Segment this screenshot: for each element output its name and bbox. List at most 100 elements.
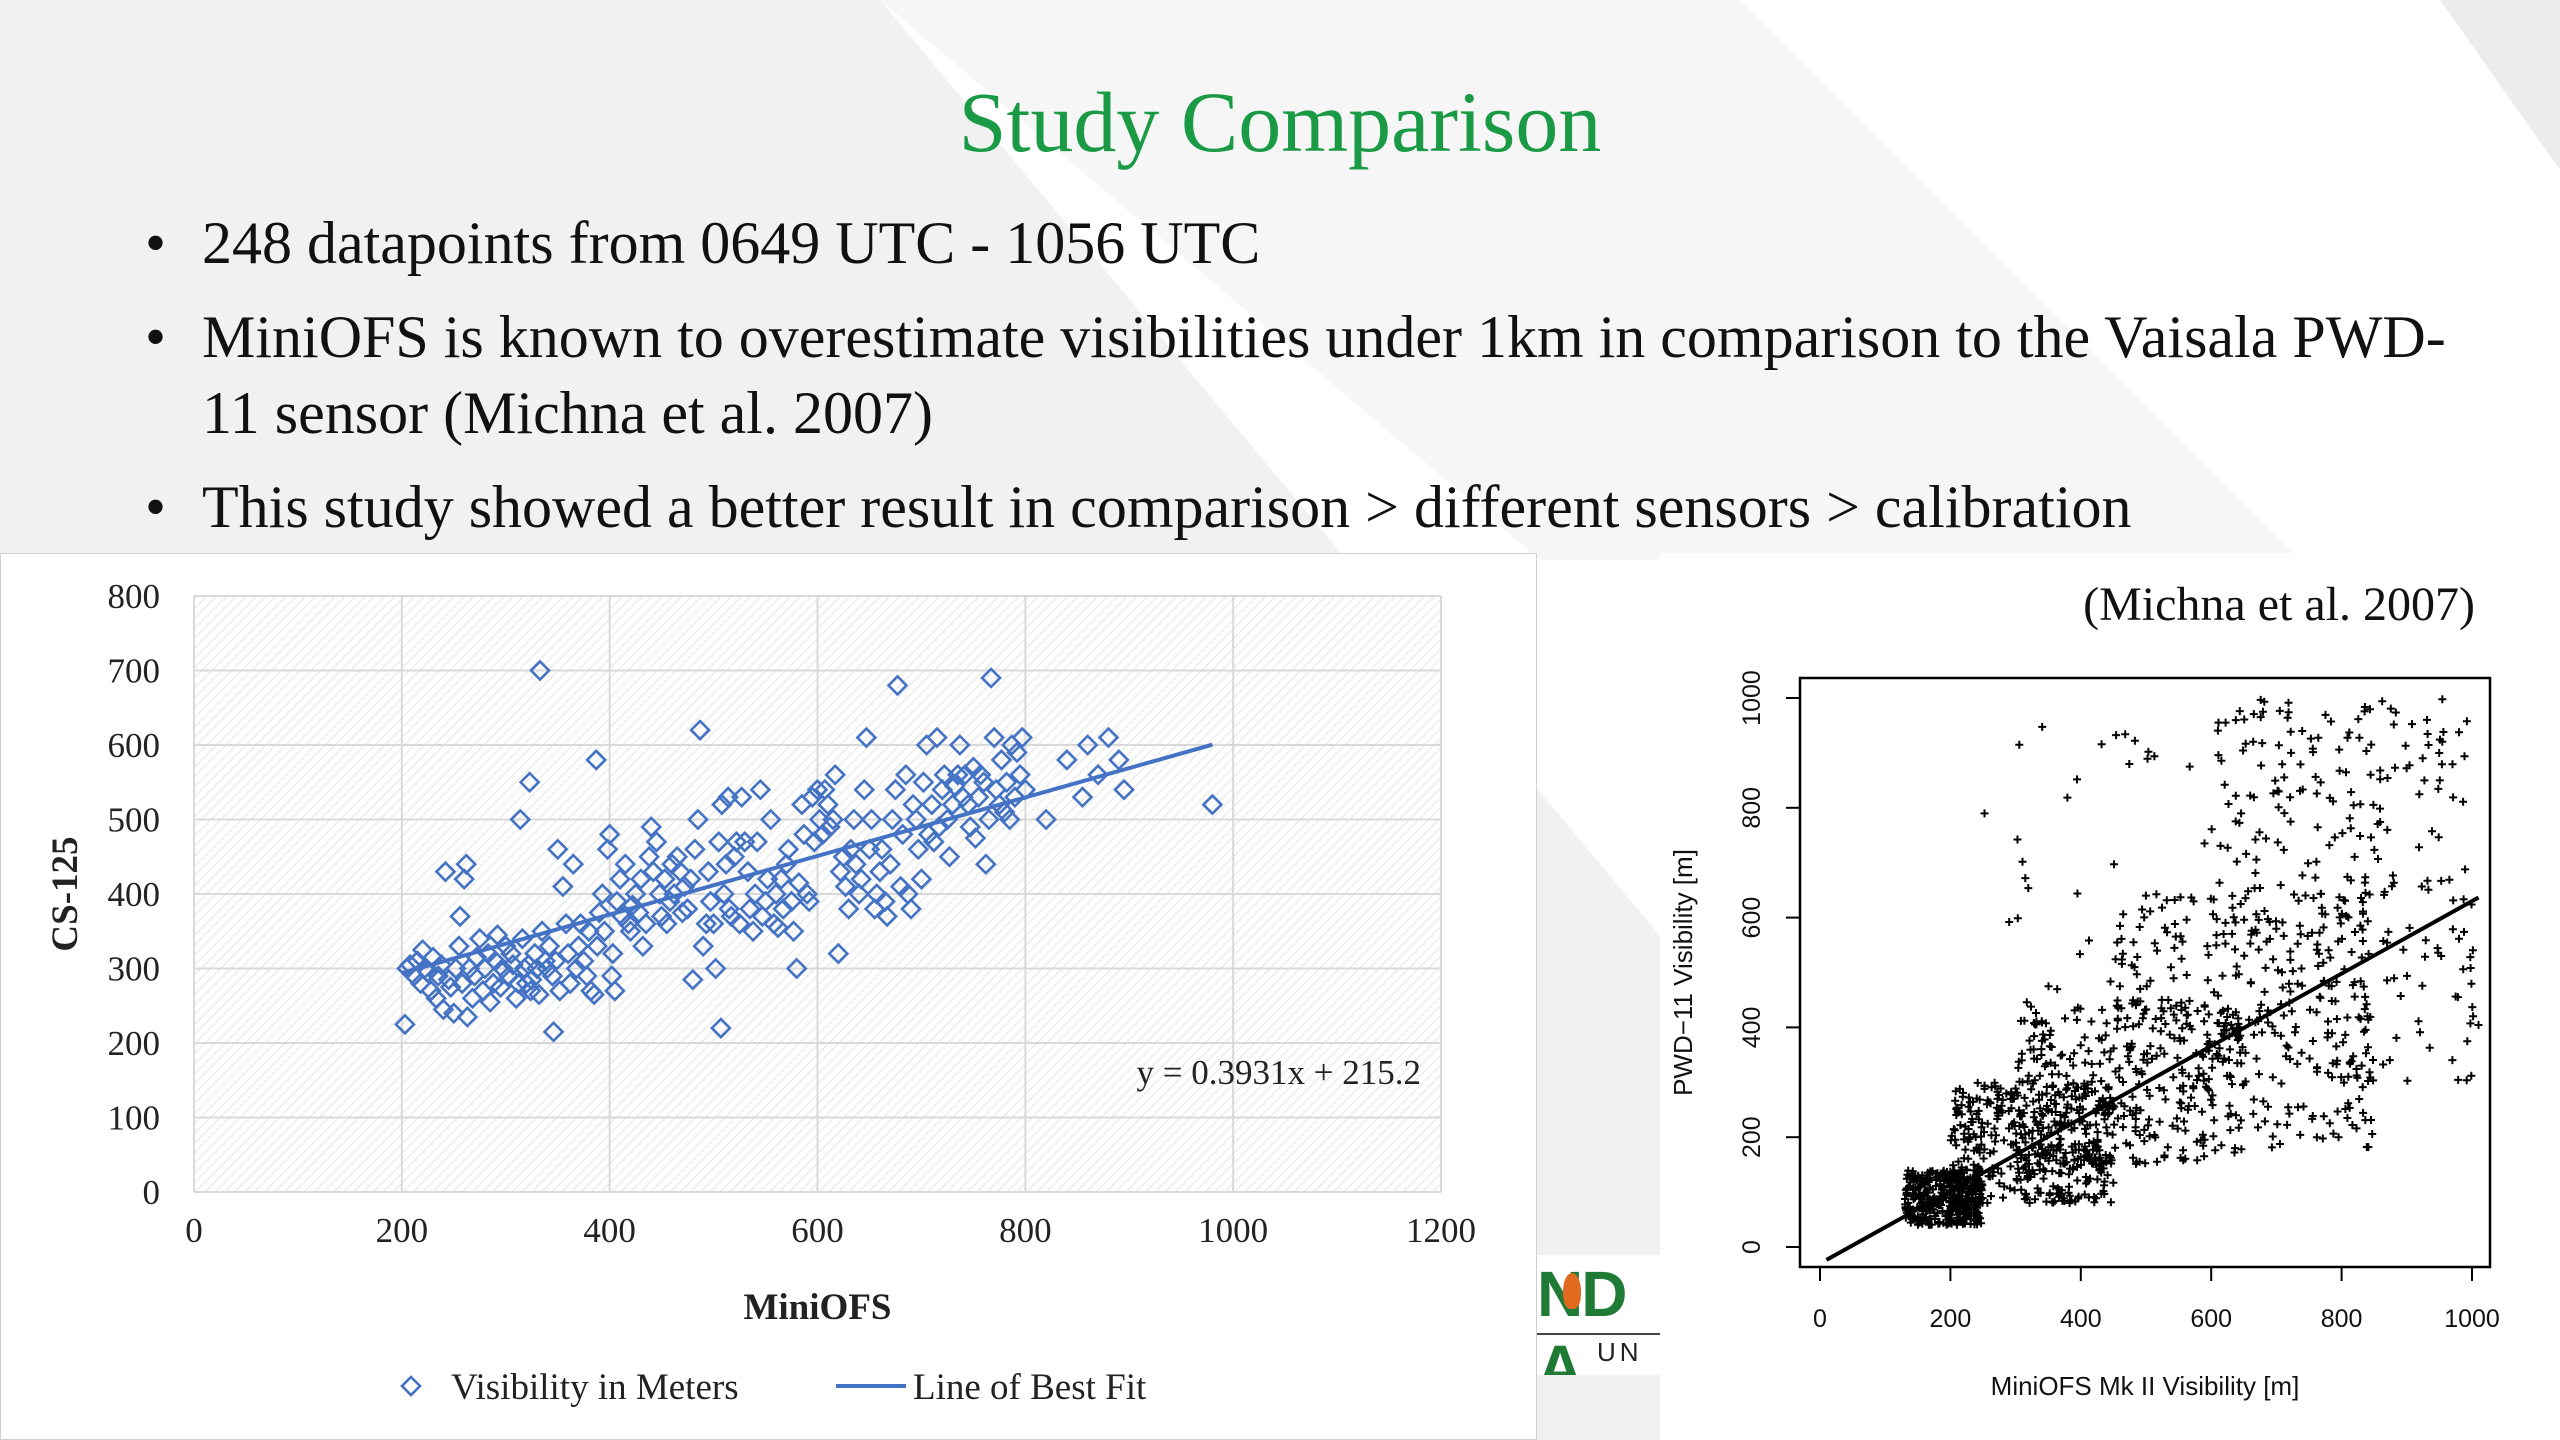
trendline <box>1825 895 2480 1262</box>
data-point <box>697 860 720 883</box>
x-tick-label: 600 <box>791 1211 844 1250</box>
data-point <box>739 898 761 920</box>
data-point <box>744 883 766 905</box>
data-point <box>635 912 657 935</box>
right-chart-panel: (Michna et al. 2007) 0 200 400 600 800 1000 0 20… <box>1660 553 2560 1440</box>
trendline <box>401 742 1213 976</box>
data-point <box>546 838 569 861</box>
data-point <box>596 838 619 861</box>
x-axis-title: MiniOFS Mk II Visibility [m] <box>1991 1371 2300 1401</box>
data-point <box>653 868 676 890</box>
data-point <box>593 920 616 943</box>
data-point <box>609 868 631 890</box>
data-point <box>583 983 605 1006</box>
data-point <box>704 957 727 980</box>
data-point <box>827 942 850 965</box>
data-point <box>1076 734 1099 756</box>
bullet-symbol: • <box>145 304 167 370</box>
data-point <box>451 972 473 995</box>
data-point <box>1009 763 1031 786</box>
data-point <box>468 927 491 950</box>
data-point <box>676 898 699 920</box>
x-tick-label: 0 <box>1813 1305 1827 1333</box>
data-point <box>848 883 870 905</box>
data-point <box>673 875 696 898</box>
data-point <box>479 991 502 1013</box>
y-tick-label: 200 <box>1738 1116 1766 1158</box>
data-point <box>907 838 930 861</box>
data-point <box>923 831 945 853</box>
citation-label: (Michna et al. 2007) <box>2083 578 2475 631</box>
y-tick-label: 200 <box>108 1024 161 1063</box>
x-tick-label: 400 <box>2060 1305 2102 1333</box>
data-point <box>730 786 753 808</box>
y-axis-title: PWD−11 Visibility [m] <box>1668 849 1698 1096</box>
data-point <box>692 935 715 957</box>
data-point <box>723 845 746 868</box>
data-point <box>967 786 990 808</box>
data-point <box>780 890 803 913</box>
data-point <box>645 831 668 853</box>
data-point <box>411 939 434 961</box>
data-point <box>765 883 787 905</box>
data-point <box>759 808 782 831</box>
data-point <box>695 912 718 935</box>
data-point <box>798 890 821 913</box>
data-point <box>500 942 522 965</box>
y-axis-title: CS-125 <box>45 836 86 951</box>
y-tick-label: 800 <box>1738 787 1766 829</box>
data-point <box>427 965 450 987</box>
data-point <box>978 808 1000 831</box>
data-point <box>993 801 1016 823</box>
data-point <box>531 920 553 943</box>
data-point <box>737 860 759 883</box>
data-point <box>912 771 935 794</box>
data-point <box>938 845 961 868</box>
data-point <box>803 831 826 853</box>
data-point <box>642 860 665 883</box>
data-point <box>518 771 541 794</box>
flame-icon <box>1563 1273 1581 1309</box>
data-point <box>926 726 948 749</box>
data-point <box>559 972 582 995</box>
data-point <box>439 976 462 998</box>
legend-label: Visibility in Meters <box>451 1367 739 1408</box>
y-tick-label: 100 <box>108 1099 161 1138</box>
data-point <box>806 778 829 801</box>
x-tick-label: 1200 <box>1406 1211 1476 1250</box>
data-point <box>565 957 588 980</box>
data-point <box>715 853 737 876</box>
data-point <box>509 808 532 831</box>
data-point <box>713 883 735 905</box>
data-point <box>456 1006 479 1028</box>
data-point <box>630 868 652 890</box>
x-tick-label: 200 <box>376 1211 429 1250</box>
data-point <box>586 935 609 957</box>
bullet-list: • 248 datapoints from 0649 UTC - 1056 UTC… <box>145 205 2465 563</box>
data-point <box>681 968 704 991</box>
data-point <box>998 808 1021 831</box>
x-tick-label: 1000 <box>1198 1211 1268 1250</box>
data-point <box>884 778 907 801</box>
bullet-item: • 248 datapoints from 0649 UTC - 1056 UTC <box>145 205 2465 281</box>
data-point <box>980 667 1002 689</box>
data-point <box>746 831 769 853</box>
data-point <box>1097 726 1120 749</box>
data-point <box>679 868 702 890</box>
data-point <box>946 763 969 786</box>
data-point <box>834 875 857 898</box>
data-point <box>793 823 815 846</box>
data-point <box>969 763 992 786</box>
data-point <box>528 983 550 1006</box>
x-tick-label: 1000 <box>2444 1305 2500 1333</box>
legend-marker-diamond <box>400 1375 422 1397</box>
x-tick-label: 800 <box>2321 1305 2363 1333</box>
data-point <box>845 853 867 876</box>
data-point <box>853 778 876 801</box>
data-point <box>767 916 789 939</box>
data-point <box>728 912 751 935</box>
data-point <box>684 838 706 861</box>
data-point <box>871 838 893 861</box>
data-point <box>952 786 974 808</box>
data-point <box>671 901 694 924</box>
